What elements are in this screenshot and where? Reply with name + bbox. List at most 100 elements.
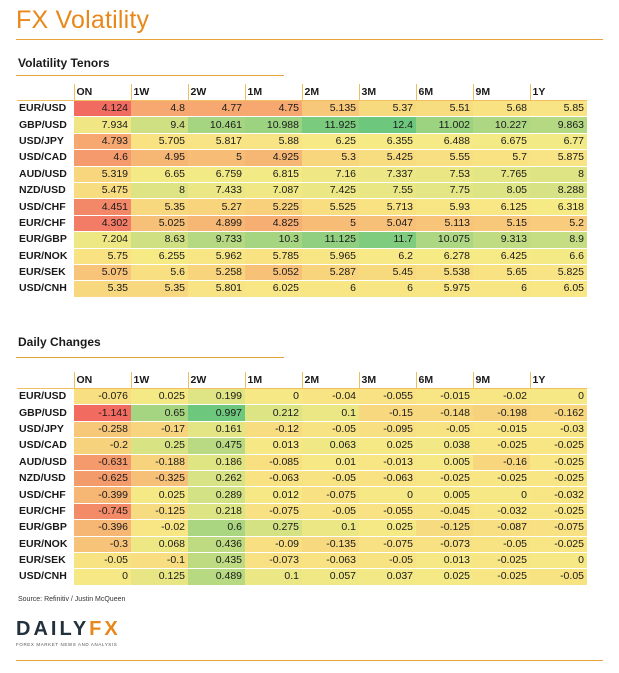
changes-heading-divider (16, 357, 284, 358)
value-cell: 5 (302, 215, 359, 233)
value-cell: -0.04 (302, 388, 359, 406)
value-cell: 5.713 (359, 198, 416, 216)
value-cell: 7.204 (74, 231, 131, 249)
currency-pair-label: EUR/NOK (17, 536, 74, 553)
table-row: EUR/GBP -0.396 -0.02 0.6 0.275 0.1 0.025 -0.125… (17, 519, 587, 537)
header-tenor: 1Y (529, 84, 587, 101)
value-cell: 0 (74, 568, 131, 586)
value-cell: 5.801 (188, 280, 245, 298)
value-cell: 7.75 (416, 182, 473, 200)
value-cell: -0.02 (473, 388, 530, 406)
value-cell: 5.425 (359, 149, 416, 167)
value-cell: 0.289 (188, 486, 245, 504)
value-cell: -0.05 (302, 421, 359, 439)
value-cell: 5.55 (416, 149, 473, 167)
tenors-heading: Volatility Tenors (18, 56, 110, 70)
value-cell: 0 (359, 486, 416, 504)
value-cell: -0.025 (530, 454, 587, 471)
header-tenor: ON (73, 84, 131, 101)
currency-pair-label: EUR/CHF (17, 215, 74, 233)
value-cell: 5.35 (131, 198, 188, 216)
header-tenor: 1M (244, 372, 302, 389)
value-cell: -0.15 (359, 404, 416, 422)
header-tenor: 6M (415, 84, 473, 101)
value-cell: -0.075 (245, 503, 302, 521)
table-row: GBP/USD -1.141 0.65 0.997 0.212 0.1 -0.15 -0.14… (17, 404, 587, 422)
value-cell: 4.77 (188, 100, 245, 118)
value-cell: 6.05 (530, 280, 587, 298)
title-divider (16, 39, 603, 40)
header-tenor: 1Y (529, 372, 587, 389)
table-row: USD/CHF -0.399 0.025 0.289 0.012 -0.075 0 0.005… (17, 486, 587, 504)
value-cell: -0.025 (530, 536, 587, 553)
value-cell: 0.013 (416, 552, 473, 570)
value-cell: 0.997 (188, 404, 245, 422)
value-cell: 6.77 (530, 133, 587, 151)
value-cell: -0.073 (416, 536, 473, 553)
value-cell: 10.075 (416, 231, 473, 249)
value-cell: 9.4 (131, 116, 188, 134)
header-tenor: 2M (301, 372, 359, 389)
value-cell: 10.988 (245, 116, 302, 134)
table-row: USD/JPY -0.258 -0.17 0.161 -0.12 -0.05 -0.095-… (17, 421, 587, 439)
table-row: USD/CAD -0.2 0.25 0.475 0.013 0.063 0.025 0.038… (17, 437, 587, 455)
value-cell: -0.325 (131, 470, 188, 488)
header-tenor: ON (73, 372, 131, 389)
value-cell: 0 (530, 552, 587, 570)
tenors-heading-divider (16, 75, 284, 76)
value-cell: -0.12 (245, 421, 302, 439)
value-cell: 5.35 (74, 280, 131, 298)
header-tenor: 1W (130, 372, 188, 389)
value-cell: 6.6 (530, 248, 587, 265)
value-cell: -0.025 (530, 470, 587, 488)
value-cell: -0.05 (530, 568, 587, 586)
value-cell: 5.875 (530, 149, 587, 167)
value-cell: -0.125 (416, 519, 473, 537)
value-cell: 5.85 (530, 100, 587, 118)
value-cell: 5.825 (530, 264, 587, 282)
header-tenor: 1M (244, 84, 302, 101)
value-cell: 7.433 (188, 182, 245, 200)
value-cell: -0.135 (302, 536, 359, 553)
value-cell: 11.925 (302, 116, 359, 134)
table-row: EUR/USD 4.124 4.8 4.77 4.75 5.135 5.37 5.51 5.68… (17, 100, 587, 118)
value-cell: 0.199 (188, 388, 245, 406)
header-tenor: 2W (187, 372, 245, 389)
value-cell: 5.785 (245, 248, 302, 265)
currency-pair-label: USD/CHF (17, 198, 74, 216)
table-row: AUD/USD 5.319 6.65 6.759 6.815 7.16 7.337 7.53 7… (17, 166, 587, 183)
currency-pair-label: EUR/GBP (17, 231, 74, 249)
table-row: NZD/USD -0.625 -0.325 0.262 -0.063 -0.05 -0.06… (17, 470, 587, 488)
header-tenor: 9M (472, 372, 530, 389)
value-cell: -0.063 (359, 470, 416, 488)
value-cell: 5.27 (188, 198, 245, 216)
value-cell: 5.047 (359, 215, 416, 233)
header-tenor: 6M (415, 372, 473, 389)
value-cell: 6.425 (473, 248, 530, 265)
currency-pair-label: EUR/CHF (17, 503, 74, 521)
value-cell: -0.055 (359, 503, 416, 521)
currency-pair-label: EUR/GBP (17, 519, 74, 537)
value-cell: -0.032 (530, 486, 587, 504)
value-cell: -0.055 (359, 388, 416, 406)
value-cell: 4.451 (74, 198, 131, 216)
value-cell: 0.025 (131, 388, 188, 406)
value-cell: 6.675 (473, 133, 530, 151)
table-row: USD/CHF 4.451 5.35 5.27 5.225 5.525 5.713 5.93 6… (17, 198, 587, 216)
value-cell: 0.212 (245, 404, 302, 422)
value-cell: -0.025 (473, 552, 530, 570)
value-cell: -0.085 (245, 454, 302, 471)
value-cell: -0.087 (473, 519, 530, 537)
logo-word-accent: FX (89, 618, 121, 640)
value-cell: 0.435 (188, 552, 245, 570)
value-cell: -0.05 (74, 552, 131, 570)
value-cell: 0.005 (416, 454, 473, 471)
value-cell: 12.4 (359, 116, 416, 134)
volatility-tenors-table: ON 1W 2W 1M 2M 3M 6M 9M 1Y EUR/USD 4.124 4.8 4.77 4.… (17, 84, 587, 298)
value-cell: 5.965 (302, 248, 359, 265)
table-row: USD/CNH 5.35 5.35 5.801 6.025 6 6 5.975 6 6.05 (17, 280, 587, 298)
value-cell: 0.037 (359, 568, 416, 586)
currency-pair-label: USD/CAD (17, 149, 74, 167)
logo-wordmark: DAILYFX (16, 618, 136, 641)
header-tenor: 1W (130, 84, 188, 101)
